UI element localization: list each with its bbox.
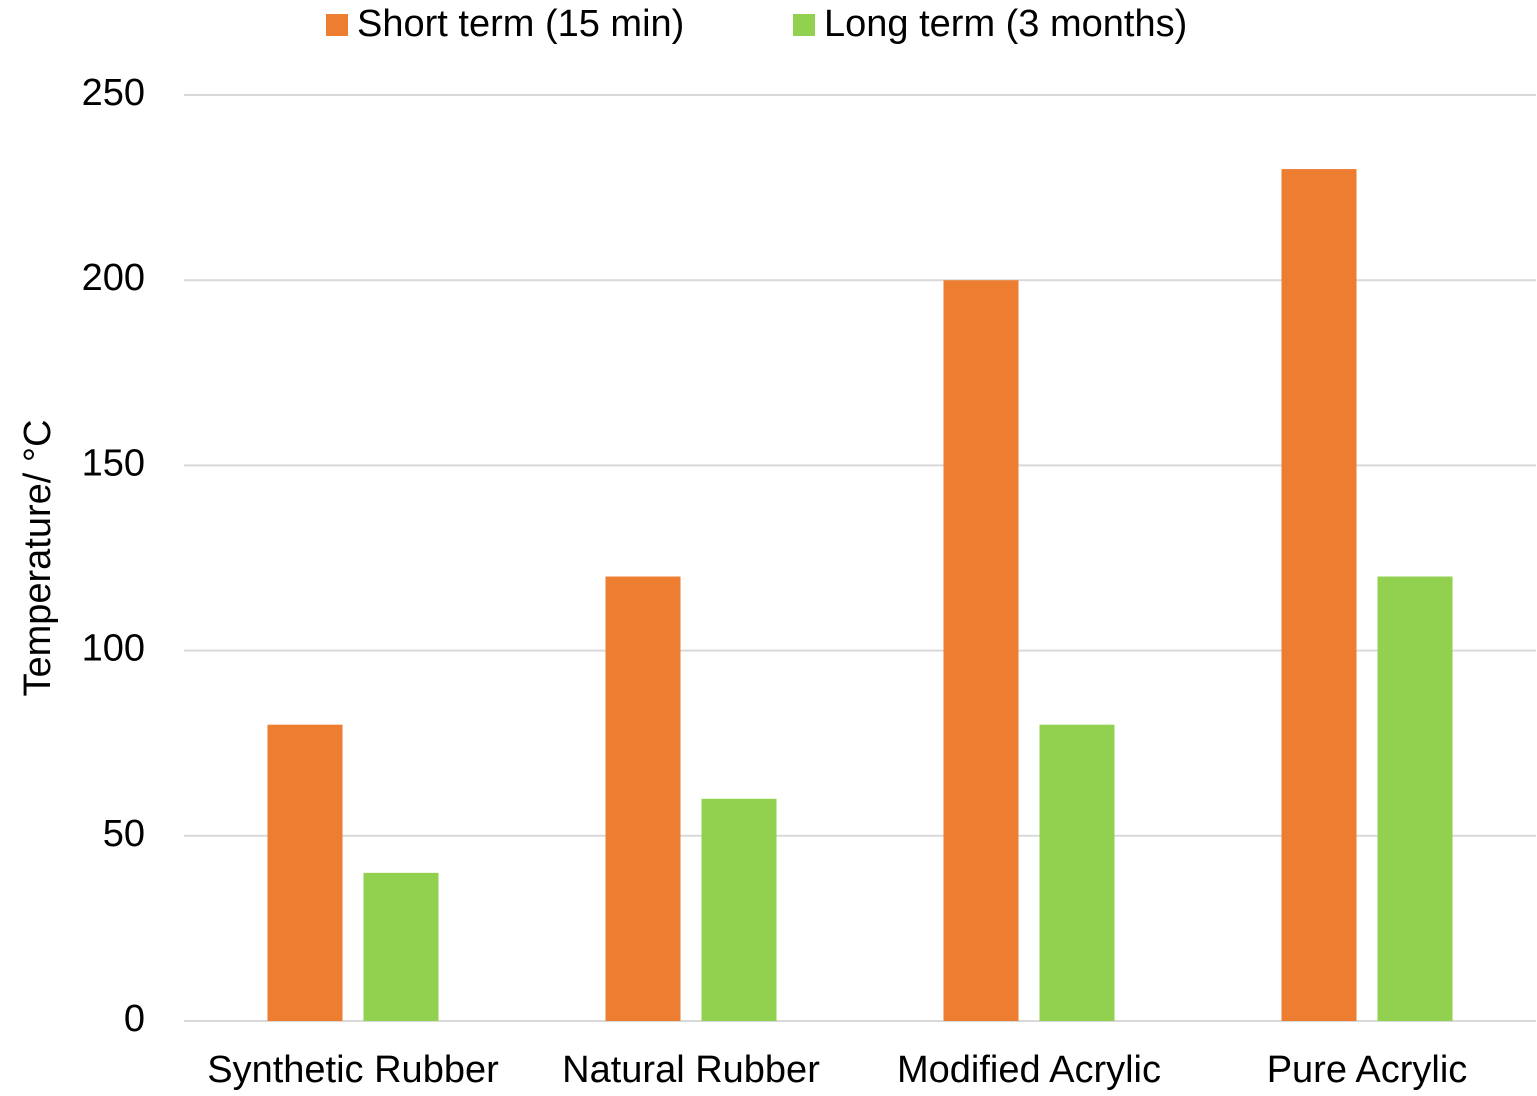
- legend-label: Short term (15 min): [357, 3, 684, 45]
- bar: [605, 576, 681, 1021]
- bar: [1281, 169, 1357, 1021]
- y-tick-label: 0: [124, 998, 145, 1040]
- y-axis-label: Temperature/ °C: [17, 419, 59, 696]
- y-tick-label: 200: [82, 257, 145, 299]
- bar: [363, 872, 439, 1021]
- legend-swatch: [326, 14, 348, 36]
- y-tick-label: 50: [103, 813, 145, 855]
- x-tick-label: Synthetic Rubber: [207, 1049, 499, 1091]
- y-tick-label: 100: [82, 628, 145, 670]
- bar: [701, 798, 777, 1021]
- legend-swatch: [793, 14, 815, 36]
- y-tick-label: 250: [82, 72, 145, 114]
- x-tick-label: Modified Acrylic: [897, 1049, 1161, 1091]
- bar: [943, 280, 1019, 1021]
- x-tick-label: Natural Rubber: [562, 1049, 820, 1091]
- y-tick-label: 150: [82, 442, 145, 484]
- legend-label: Long term (3 months): [824, 3, 1187, 45]
- bar: [1039, 724, 1115, 1021]
- bar: [1377, 576, 1453, 1021]
- x-tick-label: Pure Acrylic: [1267, 1049, 1468, 1091]
- bar: [267, 724, 343, 1021]
